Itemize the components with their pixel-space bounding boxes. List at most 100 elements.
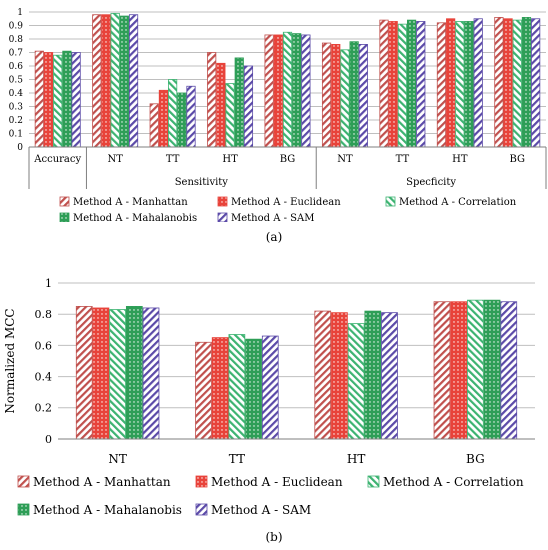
legend-swatch-manhattan bbox=[59, 196, 70, 207]
bar-euclidean bbox=[446, 18, 456, 148]
y-tick-label: 0.3 bbox=[9, 103, 24, 113]
bar-correlation bbox=[455, 21, 465, 148]
bar-manhattan bbox=[34, 50, 44, 148]
bar-manhattan bbox=[207, 52, 217, 148]
bar-mahalanobis bbox=[349, 41, 359, 148]
bar-euclidean bbox=[331, 44, 341, 148]
bar-correlation bbox=[282, 31, 293, 148]
bar-sam bbox=[71, 52, 81, 148]
bar-manhattan bbox=[149, 103, 159, 148]
x-tick-label: NT bbox=[108, 452, 127, 466]
bar-sam bbox=[500, 301, 518, 440]
bar-mahalanobis bbox=[119, 15, 129, 148]
x-tick-label: HT bbox=[347, 452, 365, 466]
bar-mahalanobis bbox=[406, 19, 417, 148]
legend-label-sam: Method A - SAM bbox=[211, 503, 311, 517]
bar-correlation bbox=[340, 49, 350, 148]
bar-manhattan bbox=[494, 16, 504, 148]
x-tick-label: HT bbox=[452, 154, 468, 165]
bar-mahalanobis bbox=[177, 92, 187, 148]
y-tick-label: 0.7 bbox=[9, 49, 24, 59]
bar-manhattan bbox=[433, 301, 451, 440]
x-tick-label: TT bbox=[229, 452, 245, 466]
bar-mahalanobis bbox=[245, 338, 262, 440]
legend-swatch-euclidean bbox=[195, 475, 208, 488]
bar-sam bbox=[261, 335, 279, 440]
legend-swatch-mahalanobis bbox=[17, 503, 30, 516]
group-label: Specficity bbox=[406, 177, 456, 188]
bar-sam bbox=[416, 21, 426, 148]
panel-label-a: (a) bbox=[265, 230, 283, 244]
legend-label-mahalanobis: Method A - Mahalanobis bbox=[73, 213, 197, 222]
y-tick-label: 0 bbox=[17, 143, 23, 153]
bar-mahalanobis bbox=[292, 33, 302, 148]
bar-sam bbox=[531, 18, 541, 148]
bar-sam bbox=[381, 312, 398, 440]
panel-label-b: (b) bbox=[265, 530, 283, 544]
legend-swatch-manhattan bbox=[17, 475, 30, 488]
x-tick-label: HT bbox=[222, 154, 238, 165]
x-tick-label: Accuracy bbox=[33, 154, 81, 165]
legend-label-sam: Method A - SAM bbox=[231, 213, 315, 222]
bar-correlation bbox=[397, 23, 407, 148]
legend-label-euclidean: Method A - Euclidean bbox=[231, 197, 341, 208]
bar-euclidean bbox=[331, 312, 348, 440]
legend-swatch-euclidean bbox=[217, 196, 228, 207]
y-tick-label: 0.1 bbox=[9, 130, 23, 140]
bar-mahalanobis bbox=[483, 299, 501, 440]
bar-euclidean bbox=[158, 89, 169, 148]
legend-label-euclidean: Method A - Euclidean bbox=[211, 475, 343, 489]
bar-mahalanobis bbox=[125, 306, 143, 440]
bar-sam bbox=[473, 18, 483, 148]
legend-label-correlation: Method A - Correlation bbox=[399, 197, 517, 208]
bar-euclidean bbox=[388, 21, 398, 148]
y-tick-label: 0.8 bbox=[9, 35, 24, 45]
bar-euclidean bbox=[450, 301, 468, 440]
bar-manhattan bbox=[314, 310, 332, 440]
y-tick-label: 0.6 bbox=[9, 62, 24, 72]
bar-correlation bbox=[467, 299, 484, 440]
y-tick-label: 0.8 bbox=[35, 308, 53, 321]
bar-manhattan bbox=[75, 306, 93, 440]
bar-euclidean bbox=[101, 14, 111, 148]
y-tick-label: 0.4 bbox=[35, 370, 53, 383]
legend-swatch-sam bbox=[195, 503, 208, 516]
bar-manhattan bbox=[92, 14, 102, 148]
x-tick-label: TT bbox=[166, 154, 180, 165]
y-tick-label: 1 bbox=[45, 277, 52, 290]
bar-sam bbox=[128, 14, 139, 148]
legend-swatch-correlation bbox=[367, 475, 380, 488]
x-tick-label: TT bbox=[396, 154, 410, 165]
y-tick-label: 0.5 bbox=[9, 76, 24, 86]
bar-mahalanobis bbox=[521, 16, 532, 148]
bar-mahalanobis bbox=[234, 57, 244, 148]
bar-correlation bbox=[228, 334, 246, 440]
y-tick-label: 1 bbox=[17, 8, 23, 18]
y-tick-label: 0 bbox=[45, 433, 52, 446]
bar-euclidean bbox=[211, 337, 229, 440]
bar-mahalanobis bbox=[464, 21, 474, 148]
y-tick-label: 0.9 bbox=[9, 22, 24, 32]
bar-manhattan bbox=[379, 19, 389, 148]
legend-swatch-mahalanobis bbox=[59, 212, 70, 222]
bar-correlation bbox=[512, 19, 522, 148]
x-tick-label: BG bbox=[510, 154, 526, 165]
legend-swatch-correlation bbox=[385, 196, 396, 207]
bar-euclidean bbox=[92, 307, 110, 440]
bar-euclidean bbox=[43, 52, 54, 148]
bar-sam bbox=[186, 85, 196, 148]
bar-correlation bbox=[347, 323, 365, 440]
bar-manhattan bbox=[321, 42, 332, 148]
legend-label-manhattan: Method A - Manhattan bbox=[73, 197, 188, 208]
bar-sam bbox=[243, 65, 254, 148]
legend-label-mahalanobis: Method A - Mahalanobis bbox=[33, 503, 182, 517]
bar-mahalanobis bbox=[364, 310, 382, 440]
bar-mahalanobis bbox=[62, 50, 72, 148]
legend-label-manhattan: Method A - Manhattan bbox=[33, 475, 171, 489]
bar-correlation bbox=[110, 12, 120, 148]
chart-a: 0 0.1 0.2 0.3 0.4 0.5 0.6 0.7 0.8 0.9 1 Accuracy NT T… bbox=[9, 8, 547, 222]
y-tick-label: 0.2 bbox=[35, 402, 53, 415]
bar-sam bbox=[142, 307, 160, 440]
x-tick-label: BG bbox=[280, 154, 296, 165]
